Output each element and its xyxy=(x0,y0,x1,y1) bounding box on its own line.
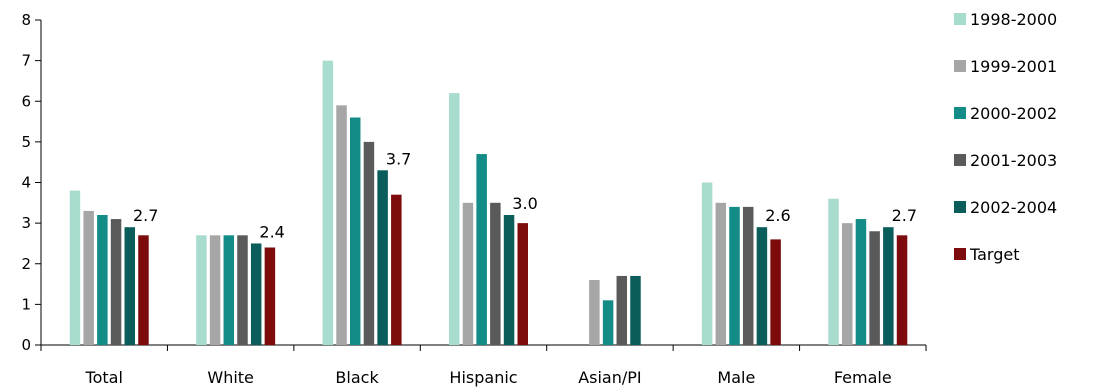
y-tick-label: 7 xyxy=(21,52,31,70)
legend-swatch xyxy=(954,248,966,260)
bar xyxy=(715,202,727,345)
bar xyxy=(756,227,768,345)
y-tick-label: 5 xyxy=(21,133,31,151)
bar xyxy=(349,117,361,345)
legend-label: 1998-2000 xyxy=(970,10,1057,29)
bar xyxy=(209,235,221,345)
bar xyxy=(110,219,122,345)
x-category-label: Total xyxy=(85,368,123,387)
legend-label: Target xyxy=(969,245,1020,264)
legend-label: 2000-2002 xyxy=(970,104,1057,123)
x-category-label: Hispanic xyxy=(449,368,517,387)
data-label: 2.7 xyxy=(133,206,158,225)
bar xyxy=(742,206,754,346)
bar xyxy=(462,202,474,345)
legend-label: 1999-2001 xyxy=(970,57,1057,76)
y-tick-label: 8 xyxy=(21,11,31,29)
bar xyxy=(503,215,515,345)
bar xyxy=(264,247,276,345)
x-category-label: Female xyxy=(834,368,892,387)
legend-swatch xyxy=(954,107,966,119)
y-axis: 0 1 2 3 4 5 6 7 8 xyxy=(21,11,42,354)
data-label: 2.7 xyxy=(892,206,917,225)
bar xyxy=(83,210,94,345)
bar xyxy=(322,60,334,346)
y-tick-label: 1 xyxy=(21,295,31,313)
legend-swatch xyxy=(954,201,966,213)
bar xyxy=(138,235,149,345)
bar xyxy=(124,227,136,345)
bar xyxy=(490,202,501,345)
data-label: 2.6 xyxy=(765,206,790,225)
bar xyxy=(237,235,248,345)
x-category-label: Asian/PI xyxy=(578,368,641,387)
legend: 1998-2000 1999-2001 2000-2002 2001-2003 2002… xyxy=(954,10,1057,264)
data-labels: 2.7 2.4 3.7 3.0 2.6 2.7 xyxy=(133,149,917,241)
legend-label: 2002-2004 xyxy=(970,198,1057,217)
bar xyxy=(701,182,713,345)
bar xyxy=(250,243,262,345)
bar xyxy=(223,235,235,345)
legend-label: 2001-2003 xyxy=(970,151,1057,170)
y-tick-label: 0 xyxy=(21,336,31,354)
bars xyxy=(69,60,908,346)
bar xyxy=(855,219,867,345)
x-axis: Total White Black Hispanic Asian/PI Male Femal… xyxy=(40,344,927,387)
x-category-label: Male xyxy=(717,368,755,387)
bar xyxy=(729,206,740,346)
x-category-label: White xyxy=(207,368,254,387)
bar xyxy=(449,93,460,346)
bar xyxy=(883,227,894,345)
bar xyxy=(828,198,839,345)
bar xyxy=(476,154,487,345)
legend-swatch xyxy=(954,60,966,72)
data-label: 3.0 xyxy=(512,194,537,213)
bar xyxy=(841,223,853,346)
bar xyxy=(896,235,908,345)
bar xyxy=(69,190,81,346)
y-tick-label: 3 xyxy=(21,214,31,232)
bar xyxy=(336,105,347,345)
bar xyxy=(602,300,614,345)
data-label: 2.4 xyxy=(259,222,284,241)
bar xyxy=(630,275,641,345)
y-tick-label: 2 xyxy=(21,255,31,273)
bar xyxy=(869,231,880,345)
bar xyxy=(391,194,402,345)
y-tick-label: 4 xyxy=(21,174,31,192)
legend-swatch xyxy=(954,154,966,166)
bar xyxy=(97,215,108,345)
bar xyxy=(589,280,600,345)
bar xyxy=(377,170,388,345)
bar xyxy=(616,275,628,345)
bar xyxy=(363,141,375,346)
data-label: 3.7 xyxy=(386,149,411,168)
legend-swatch xyxy=(954,13,966,25)
y-tick-label: 6 xyxy=(21,92,31,110)
x-category-label: Black xyxy=(335,368,379,387)
bar xyxy=(770,239,781,346)
bar xyxy=(517,223,528,346)
bar xyxy=(196,235,207,345)
